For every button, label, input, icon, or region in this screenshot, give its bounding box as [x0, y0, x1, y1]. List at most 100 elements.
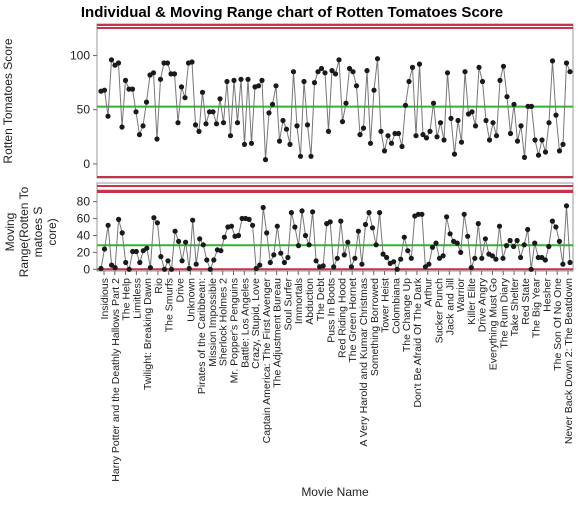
moving-range-point: [475, 221, 481, 227]
individual-point: [504, 94, 510, 100]
x-tick-label: Immortals: [293, 278, 305, 324]
individual-point: [245, 76, 251, 82]
individual-point: [336, 57, 342, 63]
moving-range-point: [362, 221, 369, 228]
moving-range-point: [299, 208, 305, 214]
moving-range-point: [190, 217, 196, 223]
moving-range-point: [444, 214, 450, 220]
individual-point: [287, 141, 293, 147]
individual-point: [213, 121, 220, 127]
moving-range-point: [567, 259, 573, 266]
individual-point: [136, 132, 143, 138]
moving-range-point: [327, 219, 333, 225]
individual-point: [182, 95, 188, 101]
moving-range-point: [267, 259, 273, 266]
individual-point: [560, 141, 566, 147]
moving-range-point: [176, 238, 182, 244]
moving-range-point: [482, 236, 488, 242]
x-tick-label: Twilight: Breaking Dawn: [142, 278, 154, 390]
moving-range-point: [112, 265, 118, 271]
moving-range-point: [525, 226, 531, 233]
moving-range-point: [257, 262, 263, 268]
individual-point: [546, 120, 552, 126]
individual-point: [325, 128, 332, 134]
individual-point: [315, 69, 321, 75]
x-tick-label: The Green Hornet: [347, 278, 359, 363]
individual-point: [241, 141, 248, 147]
moving-range-point: [380, 251, 386, 257]
individual-point: [535, 152, 542, 158]
x-tick-label: Unknown: [185, 278, 197, 322]
x-tick-label: The Adjustment Bureau: [272, 278, 284, 388]
moving-range-point: [313, 258, 319, 264]
individual-point: [108, 57, 115, 63]
individual-point: [399, 143, 405, 150]
individual-point: [371, 87, 377, 93]
individual-point: [539, 137, 545, 143]
individual-point: [364, 68, 370, 74]
moving-range-point: [419, 211, 425, 217]
x-tick-label: The Help: [121, 278, 133, 321]
moving-range-point: [172, 228, 178, 234]
moving-range-point: [306, 242, 312, 248]
x-tick-label: Red State: [520, 278, 532, 325]
moving-range-point: [235, 232, 242, 239]
individual-point: [210, 109, 216, 115]
moving-range-point: [105, 222, 111, 228]
moving-range-point: [126, 266, 132, 272]
individual-point: [290, 69, 297, 75]
moving-range-point: [310, 209, 316, 215]
x-tick-label: Everything Must Go: [488, 278, 500, 370]
individual-point: [115, 60, 122, 66]
x-tick-label: Limitless: [131, 278, 143, 319]
moving-range-point: [130, 248, 136, 255]
moving-range-point: [288, 210, 294, 216]
moving-range-point: [292, 224, 298, 230]
individual-point: [164, 60, 171, 66]
individual-point: [430, 100, 437, 106]
individual-point: [227, 133, 234, 139]
individual-y-axis-label: Rotten Tomatoes Score: [1, 38, 15, 164]
moving-range-point: [405, 248, 411, 254]
individual-point: [133, 109, 139, 115]
moving-range-point: [532, 240, 538, 246]
moving-range-point: [401, 234, 407, 240]
individual-point: [196, 128, 202, 134]
individual-point: [353, 83, 360, 89]
individual-point: [378, 128, 384, 134]
moving-range-point: [521, 242, 527, 248]
moving-range-point: [98, 265, 104, 272]
moving-range-point: [302, 232, 309, 239]
x-tick-label: Red Riding Hood: [336, 278, 348, 358]
moving-range-point: [560, 261, 566, 267]
moving-range-point: [320, 263, 326, 269]
x-tick-label: Colombiana: [390, 278, 402, 334]
individual-point: [441, 137, 447, 143]
x-tick-label: Killer Elite: [466, 278, 478, 325]
individual-point: [255, 83, 262, 89]
moving-range-point: [355, 228, 361, 234]
moving-range-point: [528, 266, 534, 272]
moving-range-point: [366, 210, 372, 216]
individual-panel: 0 50 100 Rotten Tomatoes Score: [1, 23, 574, 179]
x-tick-label: The Rum Diary: [498, 277, 510, 348]
x-tick-label: Take Shelter: [509, 278, 521, 337]
individual-point: [266, 110, 272, 116]
individual-point: [416, 61, 423, 67]
moving-range-point: [211, 257, 217, 263]
individual-point: [322, 70, 328, 76]
x-tick-label: Drive Angry: [477, 277, 489, 332]
moving-range-point: [183, 239, 189, 245]
moving-range-point: [391, 259, 397, 265]
moving-range-point: [246, 216, 252, 222]
moving-range-point: [144, 245, 150, 251]
moving-range-point: [116, 216, 122, 222]
moving-range-point: [179, 258, 185, 264]
moving-range-point: [461, 211, 467, 217]
moving-range-point: [433, 240, 439, 246]
individual-point: [381, 148, 388, 154]
individual-point: [413, 133, 419, 139]
individual-point: [262, 157, 269, 163]
